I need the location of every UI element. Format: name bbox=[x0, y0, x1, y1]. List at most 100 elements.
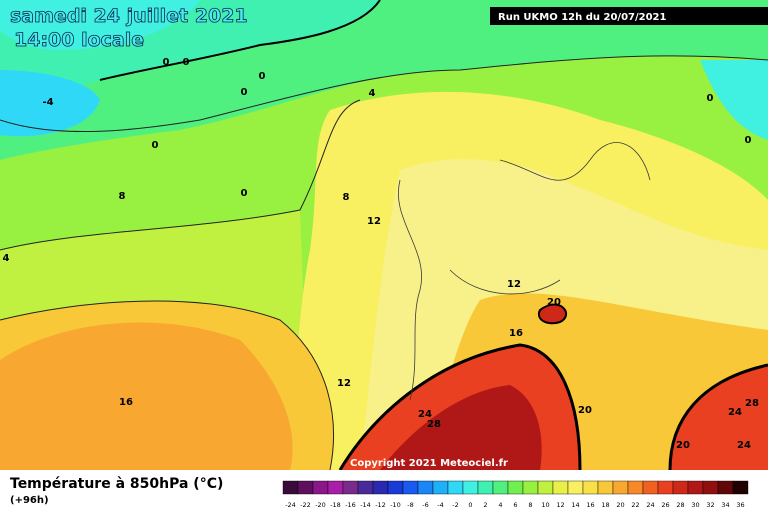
colorbar-label: -8 bbox=[407, 501, 413, 509]
colorbar-swatch bbox=[432, 480, 449, 495]
contour-label: 20 bbox=[547, 297, 561, 308]
contour-label: 16 bbox=[509, 328, 523, 339]
contour-label: 20 bbox=[676, 440, 690, 451]
colorbar-swatch bbox=[522, 480, 539, 495]
contour-label: 4 bbox=[3, 253, 10, 264]
colorbar-label: 36 bbox=[736, 501, 744, 509]
colorbar-swatch bbox=[447, 480, 464, 495]
colorbar-label: 6 bbox=[513, 501, 517, 509]
zone-cyan bbox=[0, 0, 200, 50]
colorbar-label: 30 bbox=[691, 501, 699, 509]
contour-label: 8 bbox=[343, 192, 350, 203]
run-box bbox=[490, 7, 768, 25]
isotherm-20-east bbox=[668, 363, 768, 471]
colorbar-swatch bbox=[507, 480, 524, 495]
contour-label: 0 bbox=[241, 87, 248, 98]
colorbar-swatch bbox=[342, 480, 359, 495]
colorbar-label: 2 bbox=[483, 501, 487, 509]
colorbar-label: 26 bbox=[661, 501, 669, 509]
colorbar-label: 0 bbox=[468, 501, 472, 509]
contour-label: 24 bbox=[418, 409, 432, 420]
contour-label: 20 bbox=[578, 405, 592, 416]
contour-label: 12 bbox=[337, 378, 351, 389]
colorbar-label: 34 bbox=[721, 501, 729, 509]
contour-label: -4 bbox=[42, 97, 53, 108]
isotherm-8 bbox=[0, 99, 361, 251]
colorbar-label: 32 bbox=[706, 501, 714, 509]
colorbar-swatch bbox=[567, 480, 584, 495]
colorbar-label: -18 bbox=[330, 501, 341, 509]
colorbar-swatch bbox=[732, 480, 749, 495]
contour-label: 0 bbox=[241, 188, 248, 199]
zone-cold bbox=[0, 70, 100, 137]
run-label: Run UKMO 12h du 20/07/2021 bbox=[498, 12, 667, 23]
colorbar-swatch bbox=[597, 480, 614, 495]
colorbar-swatch bbox=[642, 480, 659, 495]
colorbar-swatch bbox=[477, 480, 494, 495]
contour-label: 24 bbox=[737, 440, 751, 451]
zone-cyan-east bbox=[700, 60, 768, 140]
colorbar-swatch bbox=[702, 480, 719, 495]
colorbar-swatch bbox=[537, 480, 554, 495]
isotherm-20 bbox=[338, 343, 582, 471]
contour-label: 0 bbox=[745, 135, 752, 146]
colorbar-swatch bbox=[312, 480, 329, 495]
colorbar-swatch bbox=[492, 480, 509, 495]
colorbar-label: 16 bbox=[586, 501, 594, 509]
contour-label: 0 bbox=[183, 57, 190, 68]
zone-dark-red bbox=[380, 385, 542, 470]
contour-label: 4 bbox=[369, 88, 376, 99]
colorbar-label: 4 bbox=[498, 501, 502, 509]
contour-label: 0 bbox=[707, 93, 714, 104]
colorbar-label: -16 bbox=[345, 501, 356, 509]
colorbar-swatch bbox=[717, 480, 734, 495]
colorbar-swatch bbox=[672, 480, 689, 495]
colorbar-label: 14 bbox=[571, 501, 579, 509]
colorbar-label: 24 bbox=[646, 501, 654, 509]
colorbar-swatch bbox=[417, 480, 434, 495]
copyright: Copyright 2021 Meteociel.fr bbox=[350, 458, 508, 469]
contour-label: 12 bbox=[367, 216, 381, 227]
footer-title: Température à 850hPa (°C) bbox=[10, 476, 223, 492]
colorbar-label: 22 bbox=[631, 501, 639, 509]
colorbar-label: 10 bbox=[541, 501, 549, 509]
colorbar-swatch bbox=[612, 480, 629, 495]
colorbar-swatch bbox=[687, 480, 704, 495]
colorbar-label: -22 bbox=[300, 501, 311, 509]
colorbar-swatch bbox=[462, 480, 479, 495]
contour-label: 0 bbox=[152, 140, 159, 151]
colorbar-label: -14 bbox=[360, 501, 371, 509]
isotherm-0 bbox=[99, 0, 381, 81]
isotherm-4 bbox=[0, 55, 768, 133]
colorbar-label: -24 bbox=[285, 501, 296, 509]
contour-label: 8 bbox=[119, 191, 126, 202]
colorbar-swatch bbox=[552, 480, 569, 495]
footer-lead: (+96h) bbox=[10, 495, 49, 506]
contour-label: 28 bbox=[427, 419, 441, 430]
contour-label: 0 bbox=[259, 71, 266, 82]
colorbar-label: 20 bbox=[616, 501, 624, 509]
colorbar-label: -12 bbox=[375, 501, 386, 509]
colorbar-label: 28 bbox=[676, 501, 684, 509]
colorbar-swatch bbox=[372, 480, 389, 495]
colorbar-swatch bbox=[282, 480, 299, 495]
colorbar-label: -2 bbox=[452, 501, 458, 509]
contour-label: 28 bbox=[745, 398, 759, 409]
colorbar-label: -20 bbox=[315, 501, 326, 509]
colorbar-label: 18 bbox=[601, 501, 609, 509]
colorbar-swatch bbox=[297, 480, 314, 495]
coastline bbox=[398, 142, 651, 401]
isotherm-16 bbox=[0, 300, 334, 471]
isotherm-20-alps bbox=[537, 303, 567, 325]
colorbar-swatch bbox=[357, 480, 374, 495]
colorbar-label: -4 bbox=[437, 501, 443, 509]
colorbar-label: 8 bbox=[528, 501, 532, 509]
contour-label: 0 bbox=[163, 57, 170, 68]
colorbar-label: -6 bbox=[422, 501, 428, 509]
contour-label: 16 bbox=[119, 397, 133, 408]
colorbar-swatch bbox=[582, 480, 599, 495]
zone-red-east bbox=[670, 365, 768, 470]
colorbar-swatch bbox=[327, 480, 344, 495]
zone-orange bbox=[0, 322, 293, 470]
colorbar-swatch bbox=[402, 480, 419, 495]
